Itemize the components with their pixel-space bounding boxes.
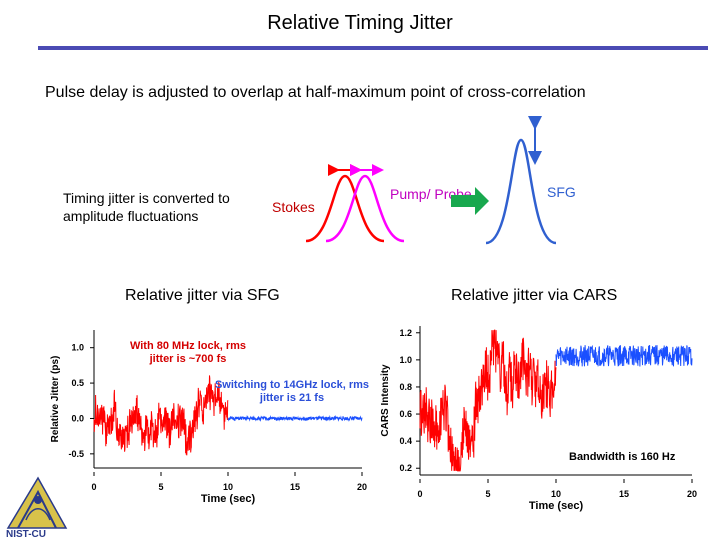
lock-80mhz-note: With 80 MHz lock, rms jitter is ~700 fs <box>129 340 247 365</box>
y-tick-label: 1.2 <box>399 328 412 338</box>
green-arrow <box>451 187 489 215</box>
x-tick-label: 5 <box>485 489 490 499</box>
jitter-note: Timing jitter is converted to amplitude … <box>63 190 230 224</box>
sfg-heading: Relative jitter via SFG <box>125 287 280 304</box>
stokes-pump-pulses <box>305 164 405 243</box>
sfg-pulse <box>485 138 557 245</box>
cars-intensity-plot: 0 5 10 15 20 1.2 1.0 0.8 0.6 0.4 0.2 Time (sec) CARS… <box>380 326 697 512</box>
y-tick-label: 0.4 <box>399 436 412 446</box>
bandwidth-note: Bandwidth is 160 Hz <box>569 451 676 463</box>
stokes-pulse <box>305 174 385 243</box>
y-axis-label: Relative Jitter (ps) <box>50 356 61 443</box>
x-axis-label: Time (sec) <box>201 493 256 505</box>
series-high-lock-trace <box>227 414 363 422</box>
series-low-lock-trace <box>419 329 557 472</box>
x-tick-label: 15 <box>619 489 629 499</box>
title-rule <box>38 46 708 50</box>
sfg-label: SFG <box>547 184 576 200</box>
slide-subtitle: Pulse delay is adjusted to overlap at ha… <box>45 84 586 101</box>
stokes-label: Stokes <box>272 199 315 215</box>
cars-heading: Relative jitter via CARS <box>451 287 618 304</box>
y-tick-label: 0.8 <box>399 382 412 392</box>
y-tick-label: 0.2 <box>399 463 412 473</box>
y-tick-label: 0.0 <box>71 413 84 423</box>
y-tick-label: 0.6 <box>399 409 412 419</box>
x-tick-label: 10 <box>223 482 233 492</box>
sfg-jitter-plot: 0 5 10 15 20 1.0 0.5 0.0 -0.5 Time (sec) Relative … <box>50 330 367 505</box>
x-tick-label: 15 <box>290 482 300 492</box>
y-tick-label: 1.0 <box>399 355 412 365</box>
x-tick-label: 20 <box>687 489 697 499</box>
x-tick-label: 0 <box>417 489 422 499</box>
series-low-lock-trace <box>93 375 229 456</box>
nist-cu-logo: NIST-CU <box>6 476 68 540</box>
x-tick-label: 20 <box>357 482 367 492</box>
y-tick-label: 1.0 <box>71 343 84 353</box>
series-high-lock-trace <box>555 344 693 367</box>
x-tick-label: 5 <box>158 482 163 492</box>
slide-title: Relative Timing Jitter <box>267 12 453 34</box>
logo-text: NIST-CU <box>6 529 46 540</box>
sfg-pulse-group <box>485 116 557 245</box>
lock-14ghz-note: Switching to 14GHz lock, rms jitter is 2… <box>214 379 370 404</box>
pump-pulse <box>325 174 405 243</box>
x-tick-label: 0 <box>91 482 96 492</box>
x-axis-label: Time (sec) <box>529 500 584 512</box>
y-axis-label: CARS Intensity <box>380 364 391 437</box>
y-tick-label: -0.5 <box>68 449 84 459</box>
y-tick-label: 0.5 <box>71 378 84 388</box>
x-tick-label: 10 <box>551 489 561 499</box>
